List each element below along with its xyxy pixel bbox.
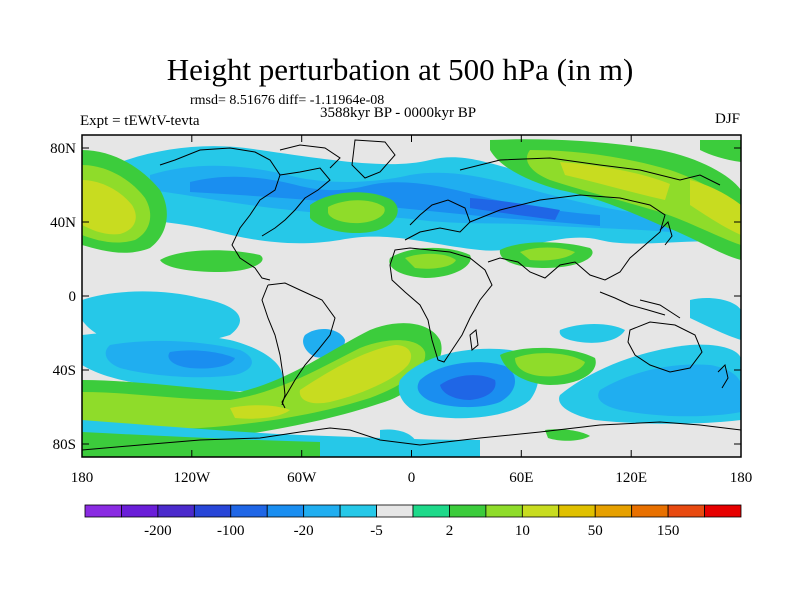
- colorbar-swatch: [631, 504, 669, 518]
- colorbar-swatch: [558, 504, 596, 518]
- colorbar-swatch: [449, 504, 487, 518]
- colorbar-swatch: [704, 504, 742, 518]
- lon-tick-label: 120E: [615, 470, 647, 486]
- colorbar-swatch: [230, 504, 268, 518]
- longitude-axis: 180 120W 60W 0 60E 120E 180: [71, 135, 753, 486]
- colorbar-swatch: [193, 504, 232, 518]
- colorbar-swatch: [667, 504, 705, 518]
- lon-tick-label: 0: [408, 470, 416, 486]
- lat-tick-label: 0: [69, 289, 77, 305]
- lat-tick-label: 40S: [53, 363, 76, 379]
- coastlines: [82, 139, 741, 451]
- lat-tick-label: 80N: [50, 141, 76, 157]
- colorbar-swatch: [303, 504, 341, 518]
- contour-field: [82, 135, 741, 457]
- lon-tick-label: 60W: [287, 470, 317, 486]
- experiment-label: Expt = tEWtV-tevta: [80, 113, 200, 129]
- lat-tick-label: 40N: [50, 215, 76, 231]
- period-label: 3588kyr BP - 0000kyr BP: [320, 105, 477, 121]
- lon-tick-label: 60E: [509, 470, 533, 486]
- colorbar-label: -100: [217, 523, 245, 539]
- colorbar-label: -200: [144, 523, 172, 539]
- colorbar-swatch: [339, 504, 377, 518]
- colorbar-label: -5: [370, 523, 383, 539]
- colorbar-swatch: [121, 504, 159, 518]
- season-label: DJF: [714, 111, 740, 127]
- lon-tick-label: 180: [71, 470, 94, 486]
- colorbar-label: -20: [294, 523, 314, 539]
- map-title: Height perturbation at 500 hPa (in m): [166, 52, 634, 87]
- lon-tick-label: 180: [730, 470, 753, 486]
- colorbar-swatch: [412, 504, 450, 518]
- colorbar-swatch: [266, 504, 305, 518]
- colorbar-swatch: [521, 504, 560, 518]
- lon-tick-label: 120W: [173, 470, 211, 486]
- colorbar-label: 10: [515, 523, 530, 539]
- rmsd-stats: rmsd= 8.51676 diff= -1.11964e-08: [190, 93, 385, 108]
- colorbar-swatch: [376, 504, 414, 518]
- lat-tick-label: 80S: [53, 437, 76, 453]
- colorbar-swatch: [84, 504, 122, 518]
- latitude-axis: 80N 40N 0 40S 80S: [50, 141, 741, 453]
- colorbar: -200 -100 -20 -5 2 10 50 150: [84, 504, 742, 539]
- colorbar-swatch: [485, 504, 523, 518]
- colorbar-label: 150: [657, 523, 680, 539]
- colorbar-swatch: [594, 504, 633, 518]
- colorbar-label: 50: [588, 523, 603, 539]
- colorbar-label: 2: [446, 523, 454, 539]
- colorbar-swatch: [157, 504, 195, 518]
